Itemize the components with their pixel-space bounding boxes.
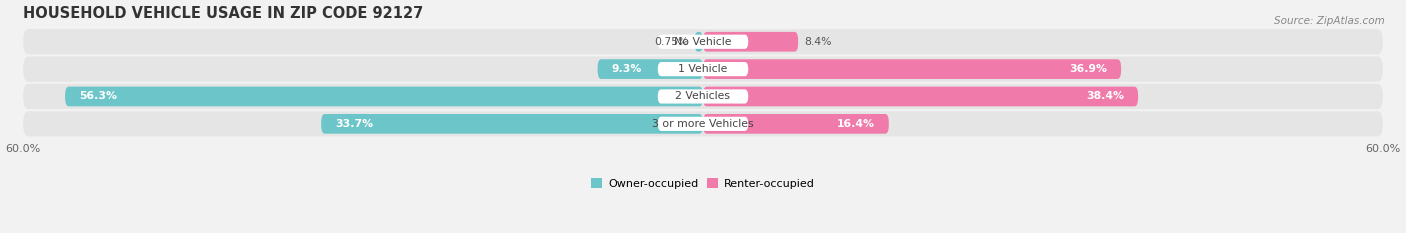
Text: 16.4%: 16.4%: [837, 119, 875, 129]
FancyBboxPatch shape: [703, 114, 889, 134]
Text: 3 or more Vehicles: 3 or more Vehicles: [652, 119, 754, 129]
FancyBboxPatch shape: [22, 29, 1384, 54]
Text: 33.7%: 33.7%: [335, 119, 373, 129]
FancyBboxPatch shape: [658, 35, 748, 49]
Text: 36.9%: 36.9%: [1070, 64, 1108, 74]
FancyBboxPatch shape: [658, 62, 748, 76]
FancyBboxPatch shape: [658, 89, 748, 104]
Text: 1 Vehicle: 1 Vehicle: [678, 64, 728, 74]
FancyBboxPatch shape: [703, 59, 1121, 79]
FancyBboxPatch shape: [321, 114, 703, 134]
FancyBboxPatch shape: [22, 57, 1384, 82]
FancyBboxPatch shape: [65, 87, 703, 106]
Text: 9.3%: 9.3%: [612, 64, 641, 74]
Text: 38.4%: 38.4%: [1087, 92, 1125, 102]
FancyBboxPatch shape: [703, 87, 1137, 106]
FancyBboxPatch shape: [658, 117, 748, 131]
Text: Source: ZipAtlas.com: Source: ZipAtlas.com: [1274, 16, 1385, 26]
Text: 2 Vehicles: 2 Vehicles: [675, 92, 731, 102]
FancyBboxPatch shape: [22, 111, 1384, 137]
Text: HOUSEHOLD VEHICLE USAGE IN ZIP CODE 92127: HOUSEHOLD VEHICLE USAGE IN ZIP CODE 9212…: [22, 6, 423, 21]
FancyBboxPatch shape: [703, 32, 799, 51]
FancyBboxPatch shape: [598, 59, 703, 79]
Text: No Vehicle: No Vehicle: [675, 37, 731, 47]
Text: 56.3%: 56.3%: [79, 92, 117, 102]
FancyBboxPatch shape: [695, 32, 703, 51]
Legend: Owner-occupied, Renter-occupied: Owner-occupied, Renter-occupied: [586, 174, 820, 193]
FancyBboxPatch shape: [22, 84, 1384, 109]
Text: 8.4%: 8.4%: [804, 37, 831, 47]
Text: 0.75%: 0.75%: [654, 37, 689, 47]
